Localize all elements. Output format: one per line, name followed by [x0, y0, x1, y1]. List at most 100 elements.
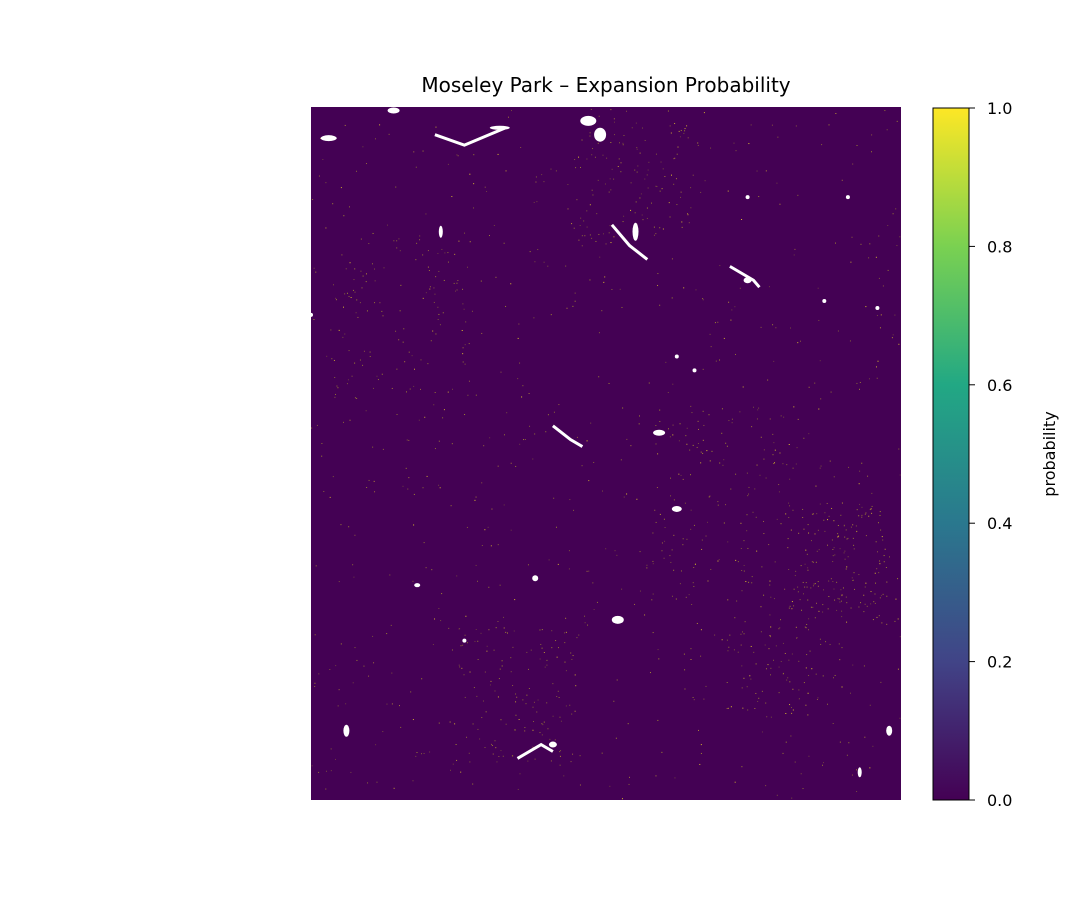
probability-speck [694, 563, 696, 565]
probability-speck [856, 144, 858, 146]
probability-speck [441, 593, 443, 595]
probability-speck [660, 161, 662, 163]
probability-speck [421, 678, 423, 680]
probability-speck [569, 499, 571, 501]
probability-speck [572, 753, 574, 755]
probability-speck [346, 383, 348, 385]
probability-speck [780, 619, 782, 621]
probability-speck [751, 576, 753, 578]
probability-speck [524, 730, 526, 732]
probability-speck [362, 275, 364, 277]
probability-speck [760, 436, 762, 438]
probability-speck [788, 659, 790, 661]
probability-speck [503, 627, 505, 629]
probability-speck [898, 448, 900, 450]
probability-speck [311, 765, 313, 767]
probability-speck [381, 373, 383, 375]
probability-speck [505, 723, 507, 725]
probability-speck [723, 337, 725, 339]
probability-speck [852, 524, 854, 526]
probability-speck [871, 492, 873, 494]
probability-speck [652, 632, 654, 634]
probability-speck [688, 222, 690, 224]
probability-speck [564, 632, 566, 634]
probability-speck [616, 679, 618, 681]
probability-speck [603, 281, 605, 283]
probability-speck [518, 323, 520, 325]
probability-speck [746, 514, 748, 516]
probability-speck [657, 284, 659, 286]
probability-speck [659, 304, 661, 306]
probability-speck [710, 147, 712, 149]
probability-speck [555, 526, 557, 528]
probability-speck [865, 535, 867, 537]
probability-speck [503, 242, 505, 244]
probability-speck [373, 387, 375, 389]
probability-speck [866, 605, 868, 607]
probability-speck [458, 664, 460, 666]
probability-speck [763, 594, 765, 596]
probability-speck [853, 548, 855, 550]
probability-speck [477, 659, 479, 661]
probability-speck [871, 505, 873, 507]
probability-speck [772, 433, 774, 435]
probability-speck [797, 342, 799, 344]
probability-speck [415, 755, 417, 757]
probability-speck [330, 748, 332, 750]
probability-speck [540, 643, 542, 645]
probability-speck [879, 514, 881, 516]
probability-speck [734, 306, 736, 308]
probability-speck [330, 770, 332, 772]
probability-speck [373, 662, 375, 664]
probability-speck [623, 215, 625, 217]
probability-speck [422, 150, 424, 152]
probability-speck [734, 781, 736, 783]
probability-speck [678, 130, 680, 132]
probability-speck [652, 593, 654, 595]
probability-speck [337, 387, 339, 389]
probability-speck [783, 672, 785, 674]
probability-speck [698, 729, 700, 731]
probability-speck [422, 487, 424, 489]
probability-speck [601, 310, 603, 312]
probability-speck [648, 382, 650, 384]
probability-speck [808, 618, 810, 620]
probability-speck [500, 371, 502, 373]
probability-speck [610, 109, 612, 111]
probability-speck [769, 580, 771, 582]
probability-speck [512, 685, 514, 687]
probability-speck [657, 719, 659, 721]
probability-speck [898, 343, 900, 345]
probability-speck [641, 127, 643, 129]
probability-speck [353, 279, 355, 281]
probability-speck [355, 312, 357, 314]
nodata-blob [414, 583, 421, 588]
probability-speck [809, 650, 811, 652]
probability-speck [583, 220, 585, 222]
probability-speck [440, 620, 442, 622]
nodata-blob [845, 195, 850, 200]
probability-speck [840, 600, 842, 602]
probability-speck [773, 442, 775, 444]
probability-speck [680, 570, 682, 572]
probability-speck [742, 631, 744, 633]
probability-speck [798, 689, 800, 691]
probability-speck [541, 734, 543, 736]
probability-speck [475, 629, 477, 631]
probability-speck [527, 564, 529, 566]
probability-speck [818, 408, 820, 410]
probability-speck [850, 526, 852, 528]
probability-speck [644, 614, 646, 616]
probability-speck [871, 151, 873, 153]
probability-speck [661, 550, 663, 552]
nodata-regions [311, 107, 893, 778]
probability-speck [534, 261, 536, 263]
probability-speck [790, 707, 792, 709]
probability-speck [686, 125, 688, 127]
probability-speck [539, 629, 541, 631]
probability-speck [374, 302, 376, 304]
probability-speck [485, 711, 487, 713]
probability-speck [746, 472, 748, 474]
probability-speck [714, 634, 716, 636]
probability-speck [835, 242, 837, 244]
